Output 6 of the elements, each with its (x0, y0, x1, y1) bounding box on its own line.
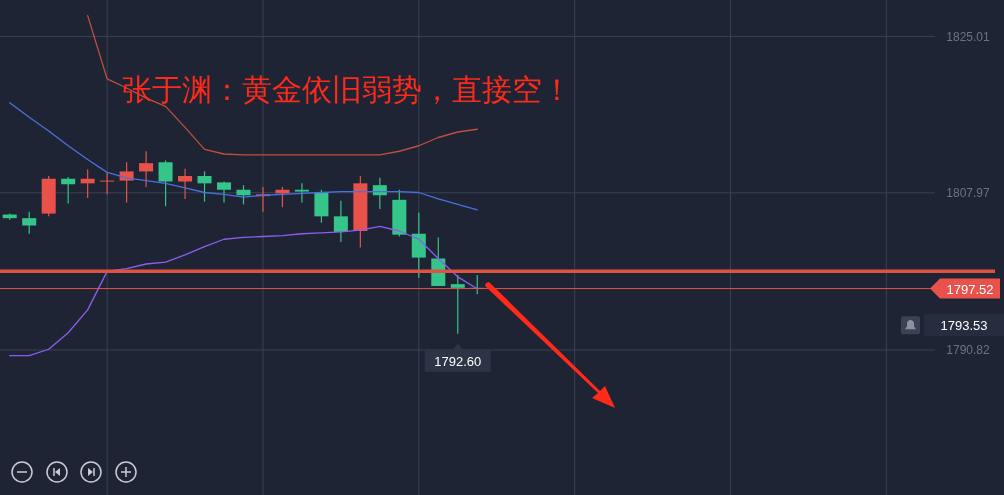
y-tick-label: 1825.01 (946, 29, 991, 44)
y-tick-label: 1807.97 (946, 185, 991, 200)
ref-line-label: 1797.52 (946, 281, 994, 297)
y-tick-label: 1790.82 (946, 342, 991, 357)
text: 1793.53 (940, 318, 988, 334)
annotation: 1792.60 (434, 353, 482, 369)
